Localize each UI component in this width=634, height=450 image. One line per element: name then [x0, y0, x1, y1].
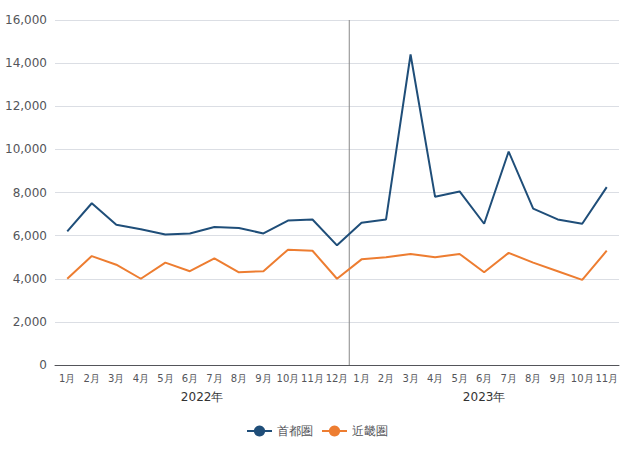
svg-text:8,000: 8,000: [13, 186, 47, 200]
svg-text:2022年: 2022年: [181, 390, 224, 404]
svg-text:8月: 8月: [525, 373, 541, 384]
svg-text:1月: 1月: [59, 373, 75, 384]
svg-text:首都圏: 首都圏: [277, 424, 313, 438]
svg-text:6月: 6月: [476, 373, 492, 384]
svg-text:12月: 12月: [326, 373, 349, 384]
svg-text:12,000: 12,000: [5, 99, 47, 113]
svg-text:1月: 1月: [353, 373, 369, 384]
svg-text:5月: 5月: [157, 373, 173, 384]
svg-text:4,000: 4,000: [13, 272, 47, 286]
svg-text:4月: 4月: [133, 373, 149, 384]
svg-text:16,000: 16,000: [5, 13, 47, 27]
svg-text:11月: 11月: [301, 373, 324, 384]
svg-text:14,000: 14,000: [5, 56, 47, 70]
svg-text:2023年: 2023年: [463, 390, 506, 404]
svg-text:2,000: 2,000: [13, 315, 47, 329]
svg-text:3月: 3月: [108, 373, 124, 384]
svg-text:2月: 2月: [84, 373, 100, 384]
svg-text:7月: 7月: [500, 373, 516, 384]
svg-text:11月: 11月: [595, 373, 618, 384]
svg-text:3月: 3月: [402, 373, 418, 384]
svg-text:10月: 10月: [277, 373, 300, 384]
svg-text:7月: 7月: [206, 373, 222, 384]
svg-text:2月: 2月: [378, 373, 394, 384]
svg-text:5月: 5月: [451, 373, 467, 384]
svg-text:8月: 8月: [231, 373, 247, 384]
svg-text:9月: 9月: [255, 373, 271, 384]
svg-text:6,000: 6,000: [13, 229, 47, 243]
svg-text:6月: 6月: [182, 373, 198, 384]
svg-text:9月: 9月: [550, 373, 566, 384]
svg-text:10月: 10月: [571, 373, 594, 384]
svg-text:10,000: 10,000: [5, 142, 47, 156]
svg-text:0: 0: [39, 358, 47, 372]
svg-text:4月: 4月: [427, 373, 443, 384]
svg-text:近畿圏: 近畿圏: [352, 424, 388, 438]
